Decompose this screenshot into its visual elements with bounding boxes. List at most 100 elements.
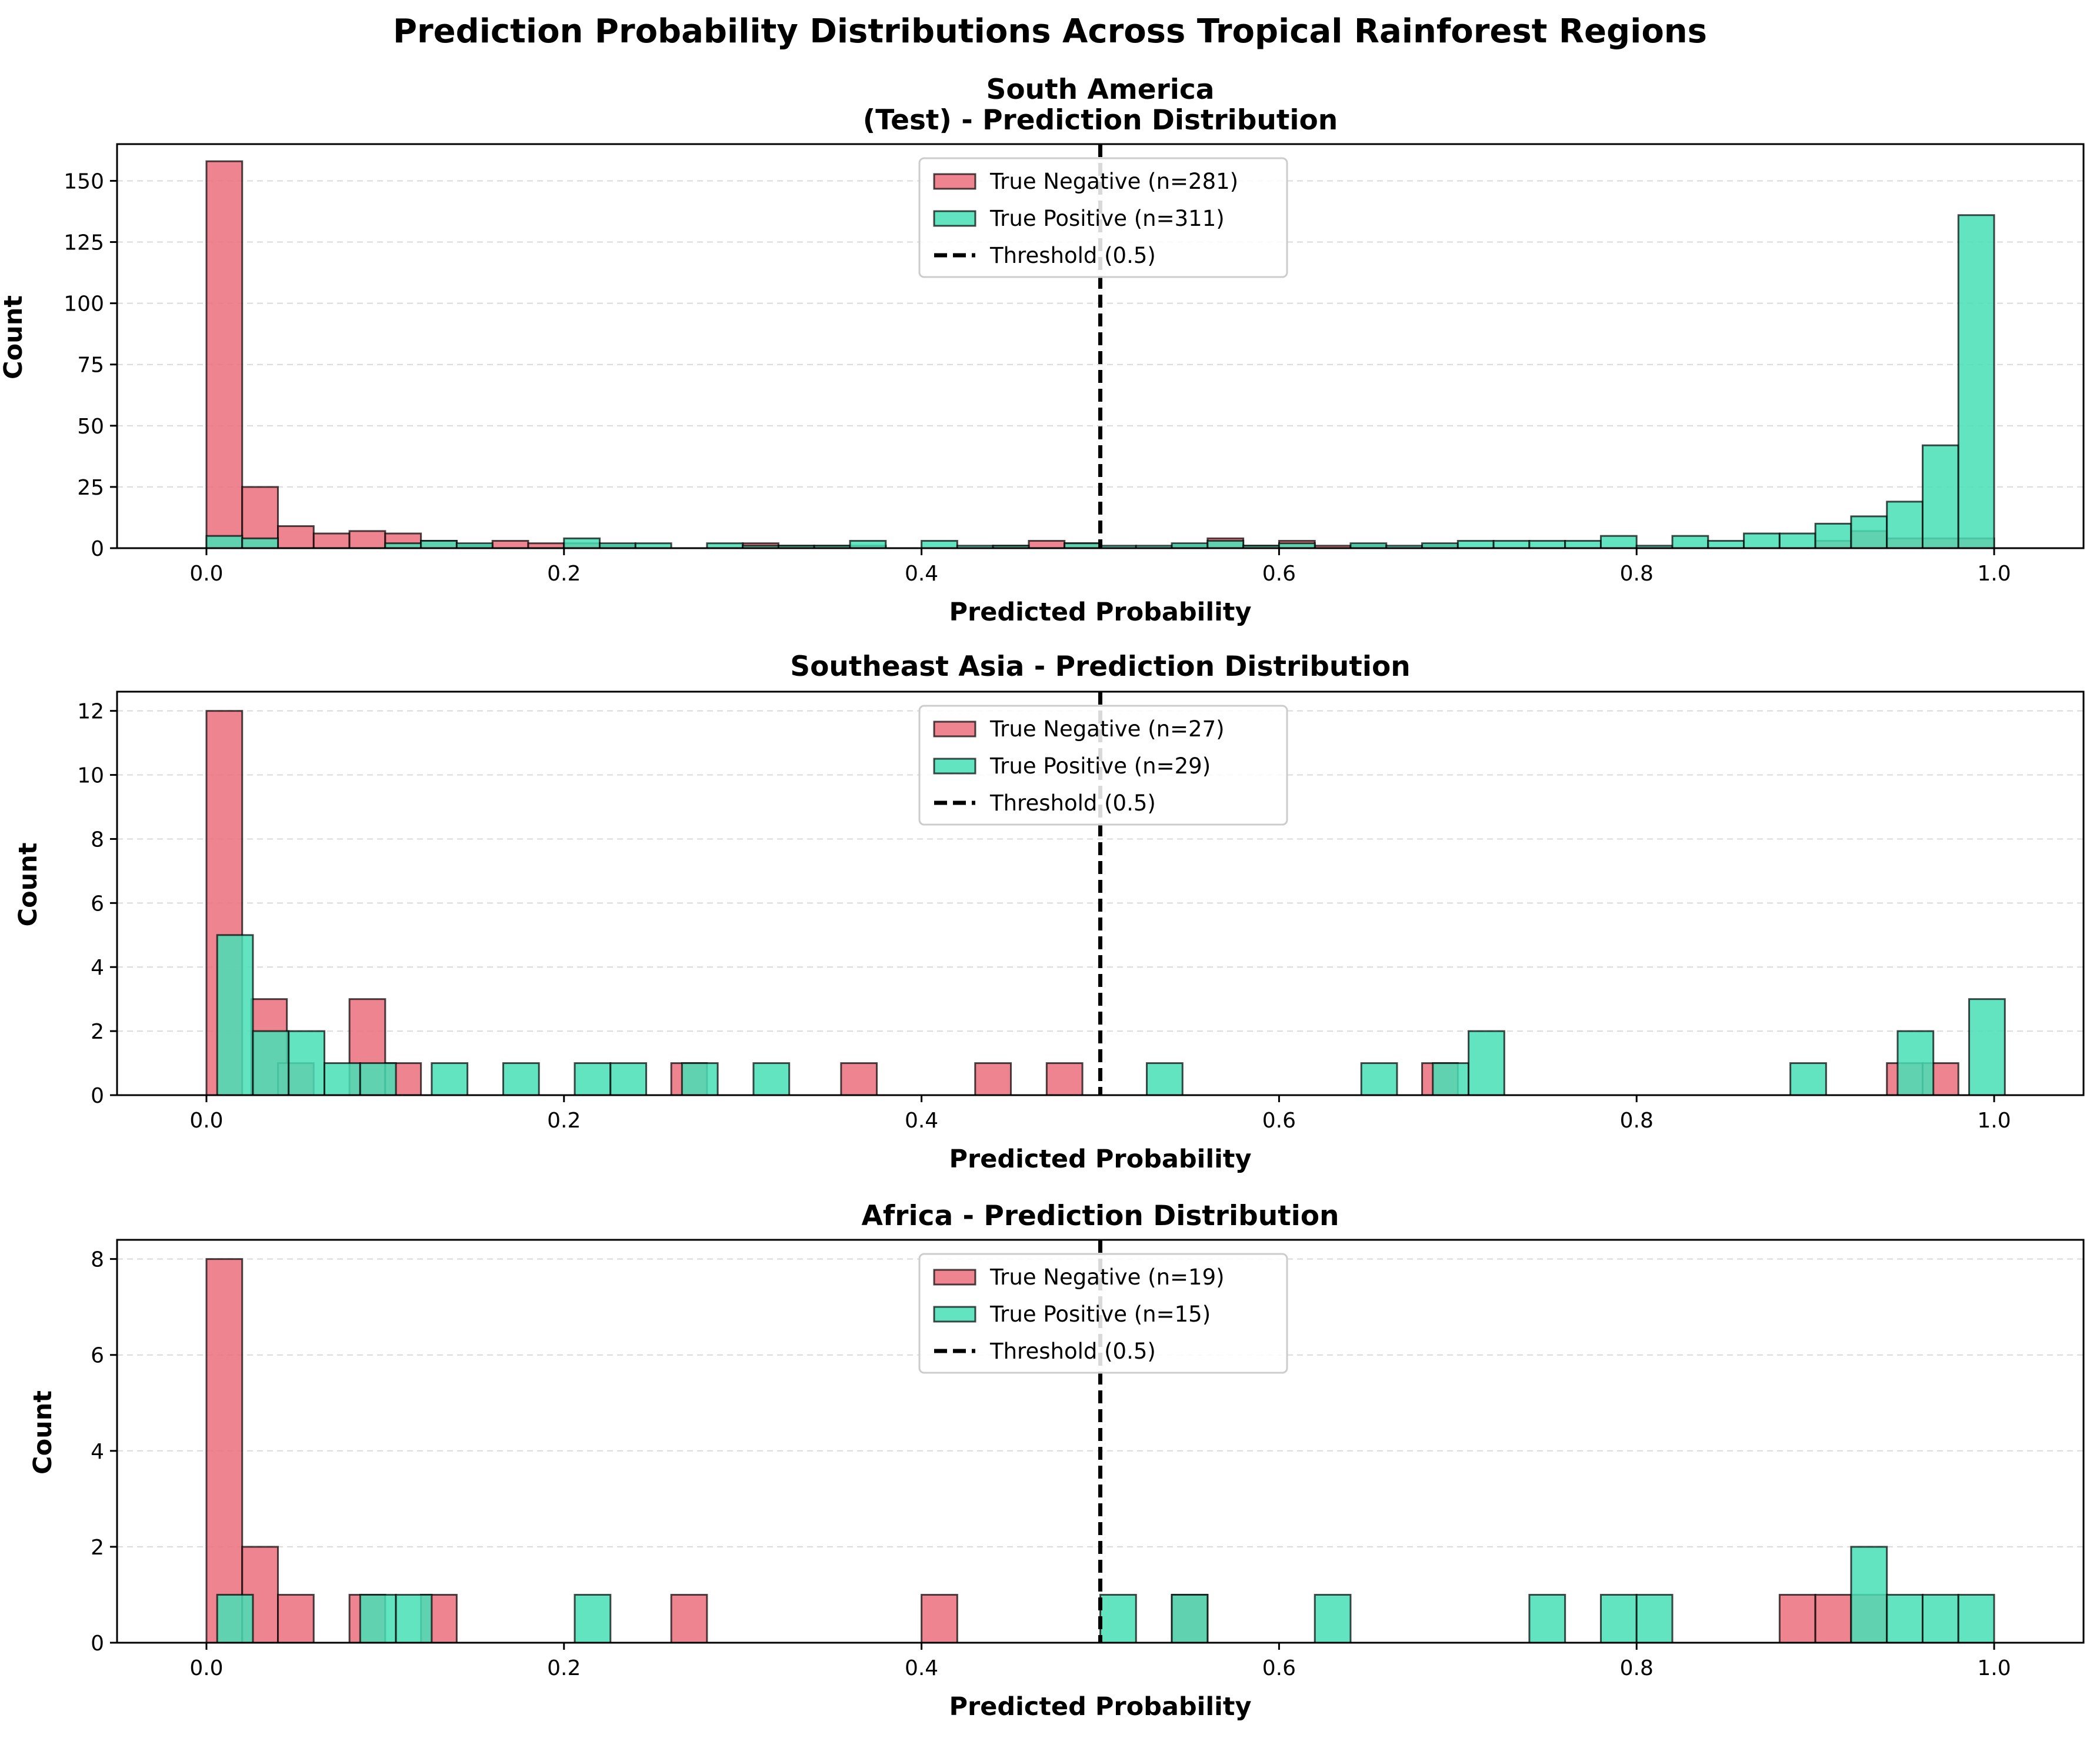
x-tick-label: 1.0 bbox=[1977, 562, 2011, 586]
positive-bar bbox=[1921, 1593, 1959, 1644]
legend-negative-swatch bbox=[933, 1269, 976, 1286]
x-tick-label: 0.6 bbox=[1262, 1656, 1296, 1680]
axes-frame bbox=[116, 1239, 2085, 1644]
positive-bar bbox=[1789, 1062, 1827, 1096]
legend-positive-label: True Positive (n=15) bbox=[989, 1302, 1211, 1327]
y-tick-label: 4 bbox=[91, 956, 104, 980]
x-tick-label: 0.8 bbox=[1620, 1656, 1654, 1680]
x-axis-label: Predicted Probability bbox=[949, 598, 1251, 627]
x-tick-label: 0.2 bbox=[547, 1109, 581, 1133]
positive-bar bbox=[1456, 540, 1495, 549]
positive-bar bbox=[1778, 532, 1816, 549]
positive-bar bbox=[681, 1062, 719, 1096]
x-tick-label: 0.4 bbox=[905, 1109, 938, 1133]
positive-bar bbox=[1314, 1593, 1352, 1644]
legend: True Negative (n=281) True Positive (n=31… bbox=[918, 157, 1288, 278]
positive-bar bbox=[205, 535, 244, 549]
positive-bar bbox=[395, 1593, 433, 1644]
y-tick-label: 50 bbox=[77, 415, 104, 439]
panel-title: South America bbox=[986, 74, 1215, 106]
negative-bar bbox=[974, 1062, 1012, 1096]
legend-negative-swatch bbox=[933, 173, 976, 190]
y-tick-label: 2 bbox=[91, 1536, 104, 1560]
y-tick-label: 100 bbox=[64, 292, 104, 316]
legend-positive-label: True Positive (n=311) bbox=[989, 206, 1225, 231]
negative-bar bbox=[277, 1593, 315, 1644]
x-tick-label: 0.8 bbox=[1620, 562, 1654, 586]
positive-bar bbox=[1635, 1593, 1674, 1644]
legend-threshold-label: Threshold (0.5) bbox=[989, 790, 1156, 816]
negative-bar bbox=[1045, 1062, 1084, 1096]
x-tick-label: 0.4 bbox=[905, 1656, 938, 1680]
x-tick-label: 0.4 bbox=[905, 562, 938, 586]
positive-bar bbox=[1957, 214, 1995, 549]
positive-bar bbox=[1599, 1593, 1638, 1644]
x-tick-label: 0.2 bbox=[547, 562, 581, 586]
panel-1: South America(Test) - Prediction Distrib… bbox=[0, 74, 2085, 627]
panels: South America(Test) - Prediction Distrib… bbox=[0, 74, 2085, 1722]
legend-threshold-label: Threshold (0.5) bbox=[989, 1339, 1156, 1364]
x-tick-label: 0.8 bbox=[1620, 1109, 1654, 1133]
positive-bar bbox=[1814, 522, 1852, 549]
legend-negative-label: True Negative (n=281) bbox=[989, 169, 1238, 194]
y-tick-label: 6 bbox=[91, 1344, 104, 1368]
positive-bar bbox=[420, 540, 458, 549]
negative-bar bbox=[1028, 540, 1066, 549]
x-tick-label: 0.0 bbox=[189, 562, 223, 586]
legend-negative-label: True Negative (n=27) bbox=[989, 716, 1225, 742]
x-tick-label: 0.0 bbox=[189, 1109, 223, 1133]
negative-bar bbox=[348, 530, 386, 549]
y-tick-label: 150 bbox=[64, 169, 104, 194]
legend: True Negative (n=19) True Positive (n=15)… bbox=[918, 1253, 1288, 1374]
x-tick-label: 0.6 bbox=[1262, 562, 1296, 586]
positive-bar bbox=[1492, 540, 1531, 549]
y-tick-label: 25 bbox=[77, 476, 104, 500]
positive-bar bbox=[921, 540, 958, 549]
positive-bar bbox=[1468, 1030, 1505, 1096]
negative-bar bbox=[312, 532, 351, 549]
positive-bar bbox=[574, 1062, 612, 1096]
panel-3: Africa - Prediction Distribution 0.0 0.2 0.… bbox=[28, 1200, 2085, 1722]
y-tick-label: 8 bbox=[91, 828, 104, 852]
positive-bar bbox=[1886, 1593, 1924, 1644]
positive-bar bbox=[574, 1593, 612, 1644]
y-tick-label: 4 bbox=[91, 1440, 104, 1464]
legend-threshold-label: Threshold (0.5) bbox=[989, 243, 1156, 268]
positive-bar bbox=[216, 1593, 254, 1644]
positive-bar bbox=[1146, 1062, 1184, 1096]
legend-negative-swatch bbox=[933, 720, 976, 738]
y-axis-label: Count bbox=[28, 1390, 58, 1475]
negative-bar bbox=[491, 540, 529, 549]
positive-bar bbox=[1886, 501, 1924, 549]
panel-2: Southeast Asia - Prediction Distribution… bbox=[14, 651, 2085, 1174]
legend-box bbox=[918, 1253, 1288, 1374]
positive-bar bbox=[1599, 535, 1638, 549]
figure-title: Prediction Probability Distributions Acr… bbox=[393, 12, 1707, 51]
positive-bar bbox=[1850, 1546, 1888, 1644]
positive-bar bbox=[563, 537, 601, 549]
y-tick-label: 0 bbox=[91, 1632, 104, 1656]
positive-bar bbox=[609, 1062, 648, 1096]
legend-box bbox=[918, 705, 1288, 826]
negative-bar bbox=[277, 525, 315, 549]
negative-bar bbox=[205, 160, 244, 549]
negative-bar bbox=[205, 1258, 244, 1644]
positive-bar bbox=[1921, 444, 1959, 549]
panel-title: (Test) - Prediction Distribution bbox=[863, 104, 1338, 136]
positive-bar bbox=[324, 1062, 361, 1096]
negative-bar bbox=[670, 1593, 708, 1644]
positive-bar bbox=[1957, 1593, 1995, 1644]
positive-bar bbox=[1896, 1030, 1935, 1096]
negative-bar bbox=[921, 1593, 958, 1644]
y-tick-label: 75 bbox=[77, 353, 104, 378]
y-tick-label: 0 bbox=[91, 1084, 104, 1108]
panel-title: Africa - Prediction Distribution bbox=[861, 1200, 1339, 1232]
legend-positive-swatch bbox=[933, 758, 976, 775]
x-tick-label: 1.0 bbox=[1977, 1656, 2011, 1680]
positive-bar bbox=[752, 1062, 791, 1096]
legend-box bbox=[918, 157, 1288, 278]
axes-frame bbox=[116, 143, 2085, 549]
positive-bar bbox=[502, 1062, 540, 1096]
y-tick-label: 125 bbox=[64, 231, 104, 255]
